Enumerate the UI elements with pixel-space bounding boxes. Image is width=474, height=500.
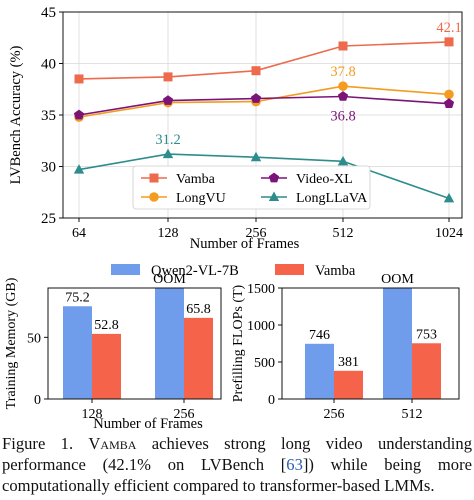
data-point-longllava bbox=[337, 155, 349, 166]
x-tick-label: 1024 bbox=[435, 226, 463, 241]
x-tick-label: 256 bbox=[174, 407, 195, 422]
y-tick-label: 1000 bbox=[247, 319, 275, 334]
caption-text-1: achieves strong long video understanding… bbox=[2, 434, 472, 474]
x-tick-label: 64 bbox=[72, 226, 86, 241]
y-tick-label: 35 bbox=[41, 108, 56, 124]
data-point-vamba bbox=[444, 37, 454, 47]
legend-label-longvu: LongVU bbox=[176, 191, 226, 206]
series-line-vamba bbox=[78, 41, 450, 80]
legend-box bbox=[132, 165, 371, 210]
bar-legend: Qwen2-VL-7B Vamba bbox=[111, 263, 356, 279]
caption-text-2: ]) while being more computationally effi… bbox=[2, 455, 472, 495]
x-tick-label: 512 bbox=[402, 407, 423, 422]
data-point-longllava bbox=[443, 192, 455, 203]
bar bbox=[334, 370, 363, 399]
bar-value-label: 75.2 bbox=[65, 290, 90, 305]
legend-swatch-qwen2-vl-7b bbox=[111, 264, 140, 275]
caption-citation-link[interactable]: 63 bbox=[286, 455, 303, 474]
data-point-vamba bbox=[251, 66, 261, 76]
x-axis-label: Number of Frames bbox=[93, 416, 203, 432]
legend-label-qwen2-vl-7b: Qwen2-VL-7B bbox=[151, 263, 239, 279]
legend-label-vamba: Vamba bbox=[315, 263, 356, 279]
figure-caption: Figure 1. Vamba achieves strong long vid… bbox=[2, 433, 472, 496]
data-point-video-xl bbox=[73, 109, 85, 120]
figure: 25 30 35 40 45 64 128 256 512 1024 Number of Frame… bbox=[4, 5, 463, 432]
y-tick-label: 500 bbox=[254, 356, 275, 371]
bar-value-label: 746 bbox=[309, 328, 330, 343]
data-point-vamba bbox=[163, 72, 173, 82]
x-tick-label: 256 bbox=[324, 407, 345, 422]
data-point-vamba bbox=[74, 74, 84, 84]
data-point-longllava bbox=[250, 151, 262, 162]
y-tick-label: 30 bbox=[41, 160, 56, 176]
y-axis-label: Training Memory (GB) bbox=[4, 277, 19, 409]
x-tick-label: 512 bbox=[333, 226, 354, 241]
caption-label: Figure 1. bbox=[2, 434, 74, 453]
y-axis-label: Prefilling FLOPs (T) bbox=[231, 284, 246, 402]
bar-value-label: 65.8 bbox=[186, 302, 211, 317]
bar bbox=[63, 306, 92, 399]
data-point-longvu bbox=[444, 89, 454, 100]
data-point-video-xl bbox=[250, 93, 262, 103]
legend-marker-vamba bbox=[149, 173, 159, 183]
series-line-longvu bbox=[78, 85, 450, 118]
y-tick-label: 0 bbox=[34, 393, 41, 408]
bar bbox=[383, 288, 412, 399]
plot-frame bbox=[47, 287, 222, 400]
plot-frame bbox=[281, 287, 460, 400]
flops-bar-chart: 0 500 1000 1500 746 381 256 OOM 753 512 Prefilling… bbox=[231, 272, 460, 422]
series-line-video-xl bbox=[78, 95, 450, 116]
y-tick-label: 45 bbox=[41, 5, 56, 21]
data-point-longvu bbox=[338, 81, 348, 91]
legend-label-vamba: Vamba bbox=[176, 172, 216, 187]
data-label: 31.2 bbox=[155, 132, 180, 148]
bar bbox=[155, 288, 184, 399]
bar-value-label: 381 bbox=[338, 355, 359, 370]
data-point-longllava bbox=[73, 164, 85, 174]
legend-marker-longvu bbox=[149, 192, 159, 202]
x-tick-label: 128 bbox=[82, 407, 103, 422]
bar bbox=[92, 333, 121, 399]
x-tick-label: 128 bbox=[158, 226, 179, 241]
x-axis-label: Number of Frames bbox=[190, 236, 300, 252]
legend-label-video-xl: Video-XL bbox=[296, 172, 353, 187]
bar-value-label: 52.8 bbox=[94, 318, 119, 333]
caption-model-name: Vamba bbox=[88, 434, 137, 453]
y-tick-label: 50 bbox=[27, 331, 41, 346]
bar bbox=[184, 317, 213, 399]
legend-swatch-vamba bbox=[275, 264, 304, 275]
data-point-video-xl bbox=[443, 98, 455, 108]
data-point-longllava bbox=[162, 148, 174, 159]
accuracy-line-chart: 25 30 35 40 45 64 128 256 512 1024 Number of Frame… bbox=[8, 5, 463, 252]
legend-marker-longllava bbox=[268, 191, 280, 201]
x-tick-label: 256 bbox=[246, 226, 267, 241]
y-tick-label: 25 bbox=[41, 211, 56, 227]
data-point-vamba bbox=[338, 41, 348, 51]
plot-frame bbox=[62, 11, 463, 219]
bar bbox=[305, 343, 334, 399]
bar-value-label: OOM bbox=[153, 272, 186, 287]
data-label: 42.1 bbox=[436, 20, 461, 36]
data-label: 36.8 bbox=[330, 108, 355, 124]
legend-marker-video-xl bbox=[268, 172, 280, 183]
bar-value-label: OOM bbox=[381, 272, 414, 287]
y-tick-label: 1500 bbox=[247, 282, 275, 297]
bar-value-label: 753 bbox=[416, 327, 437, 342]
data-label: 37.8 bbox=[330, 64, 355, 80]
y-axis-label: LVBench Accuracy (%) bbox=[8, 45, 24, 184]
data-point-video-xl bbox=[337, 91, 349, 101]
data-point-video-xl bbox=[162, 95, 174, 105]
y-tick-label: 0 bbox=[268, 393, 275, 408]
y-tick-label: 40 bbox=[41, 57, 56, 73]
legend-label-longllava: LongLLaVA bbox=[296, 191, 368, 206]
bar bbox=[412, 343, 441, 399]
